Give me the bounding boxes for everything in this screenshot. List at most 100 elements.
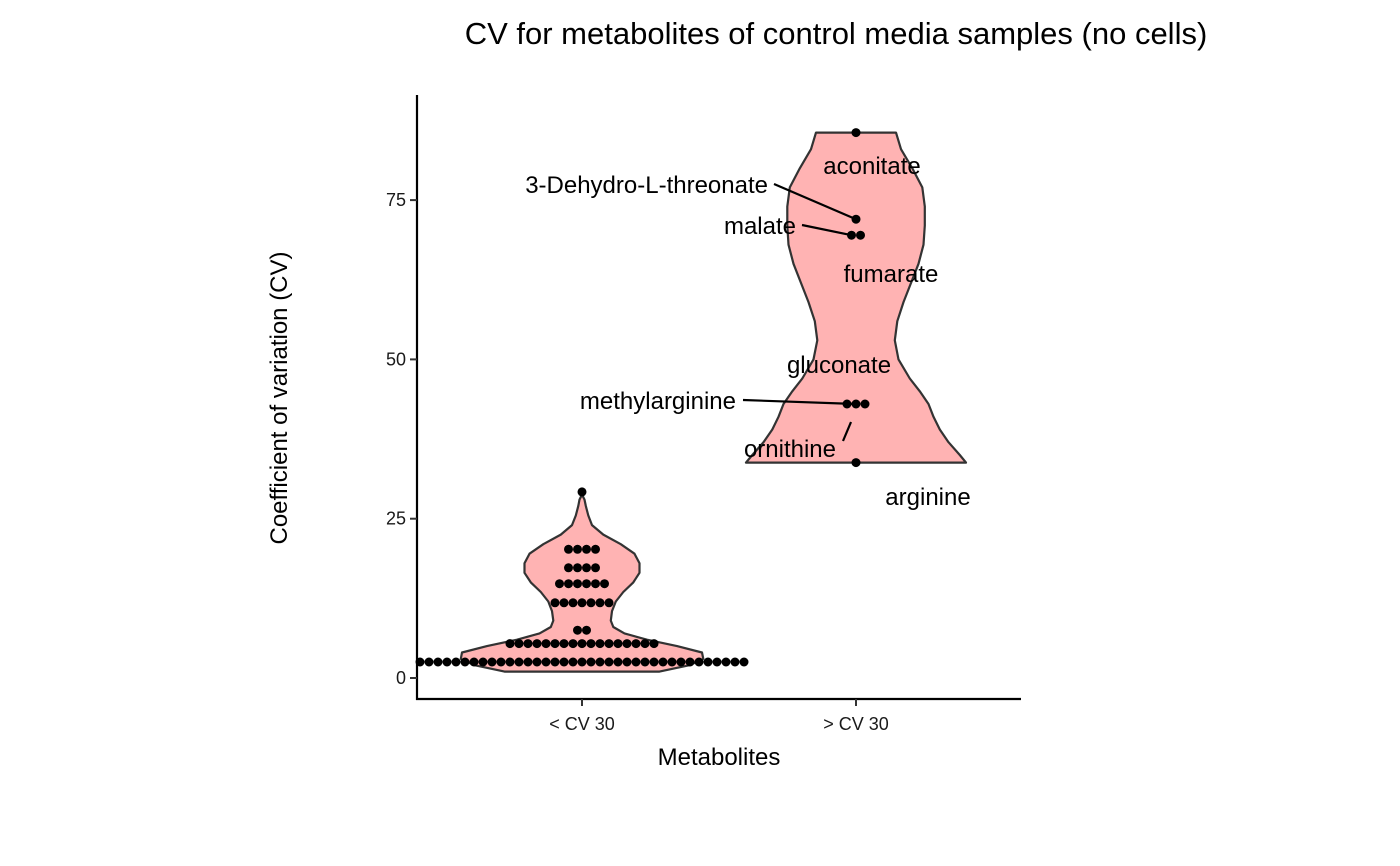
x-tick-label: < CV 30 (549, 714, 615, 734)
data-point (577, 657, 587, 667)
data-point (559, 657, 569, 667)
data-point (856, 230, 865, 240)
point-label: gluconate (787, 352, 891, 379)
data-point (478, 657, 488, 667)
data-point (591, 544, 600, 554)
point-label: 3-Dehydro-L-threonate (525, 172, 768, 199)
violin-high-cv (744, 131, 968, 464)
y-axis-title: Coefficient of variation (CV) (266, 251, 293, 544)
data-point (582, 579, 591, 589)
data-point (739, 657, 749, 667)
data-point (595, 639, 605, 649)
data-point (604, 598, 614, 608)
data-point (586, 639, 596, 649)
data-point (685, 657, 695, 667)
data-point (541, 639, 551, 649)
data-point (640, 639, 650, 649)
y-tick-label: 25 (386, 509, 406, 529)
data-point (577, 639, 587, 649)
data-point (433, 657, 443, 667)
data-point (604, 657, 614, 667)
data-point (523, 657, 533, 667)
data-point (487, 657, 497, 667)
data-point (582, 544, 591, 554)
data-point (613, 639, 623, 649)
data-point (564, 563, 573, 573)
data-point (442, 657, 452, 667)
data-point (573, 579, 582, 589)
data-point (582, 563, 591, 573)
data-point (573, 544, 582, 554)
data-point (640, 657, 650, 667)
y-tick-label: 50 (386, 349, 406, 369)
data-point (860, 399, 870, 409)
data-point (851, 458, 861, 468)
data-point (469, 657, 479, 667)
data-point (424, 657, 434, 667)
data-point (505, 657, 515, 667)
point-label: methylarginine (580, 388, 736, 415)
data-point (577, 598, 587, 608)
x-tick-label: > CV 30 (823, 714, 889, 734)
data-point (591, 579, 600, 589)
y-tick-label: 75 (386, 190, 406, 210)
data-point (703, 657, 713, 667)
data-point (568, 598, 578, 608)
data-point (550, 657, 560, 667)
data-point (573, 625, 582, 635)
data-point (555, 579, 564, 589)
label-connector (801, 223, 852, 237)
data-point (532, 657, 542, 667)
data-point (550, 598, 560, 608)
data-point (667, 657, 677, 667)
data-point (631, 657, 641, 667)
data-point (541, 657, 551, 667)
data-point (559, 639, 569, 649)
data-point (514, 639, 524, 649)
data-point (649, 657, 659, 667)
data-point (595, 657, 605, 667)
data-point (577, 487, 587, 497)
data-point (505, 639, 515, 649)
data-point (564, 579, 573, 589)
point-label: ornithine (744, 436, 836, 463)
data-point (595, 598, 605, 608)
data-point (451, 657, 461, 667)
data-point (586, 657, 596, 667)
data-point (730, 657, 740, 667)
data-point (514, 657, 524, 667)
x-axis-title: Metabolites (658, 744, 781, 771)
data-point (496, 657, 506, 667)
point-label: fumarate (844, 261, 939, 288)
data-point (613, 657, 623, 667)
data-point (550, 639, 560, 649)
data-point (851, 128, 861, 138)
data-point (568, 657, 578, 667)
label-connector (742, 398, 857, 406)
point-label: malate (724, 213, 796, 240)
point-label: arginine (885, 484, 970, 511)
data-point (460, 657, 470, 667)
data-point (564, 544, 573, 554)
data-point (622, 639, 632, 649)
label-connector (773, 182, 857, 221)
data-point (591, 563, 600, 573)
y-tick-label: 0 (396, 668, 406, 688)
label-connector (841, 421, 853, 442)
data-point (721, 657, 731, 667)
chart-title: CV for metabolites of control media samp… (465, 16, 1208, 51)
data-point (573, 563, 582, 573)
data-point (559, 598, 569, 608)
data-point (532, 639, 542, 649)
data-point (586, 598, 596, 608)
data-point (694, 657, 704, 667)
data-point (631, 639, 641, 649)
data-point (676, 657, 686, 667)
point-label: aconitate (823, 153, 920, 180)
data-point (658, 657, 668, 667)
data-point (622, 657, 632, 667)
data-point (649, 639, 659, 649)
data-point (582, 625, 591, 635)
plot-area: aconitate 3-Dehydro-L-threonate malate fuma… (386, 95, 1021, 734)
